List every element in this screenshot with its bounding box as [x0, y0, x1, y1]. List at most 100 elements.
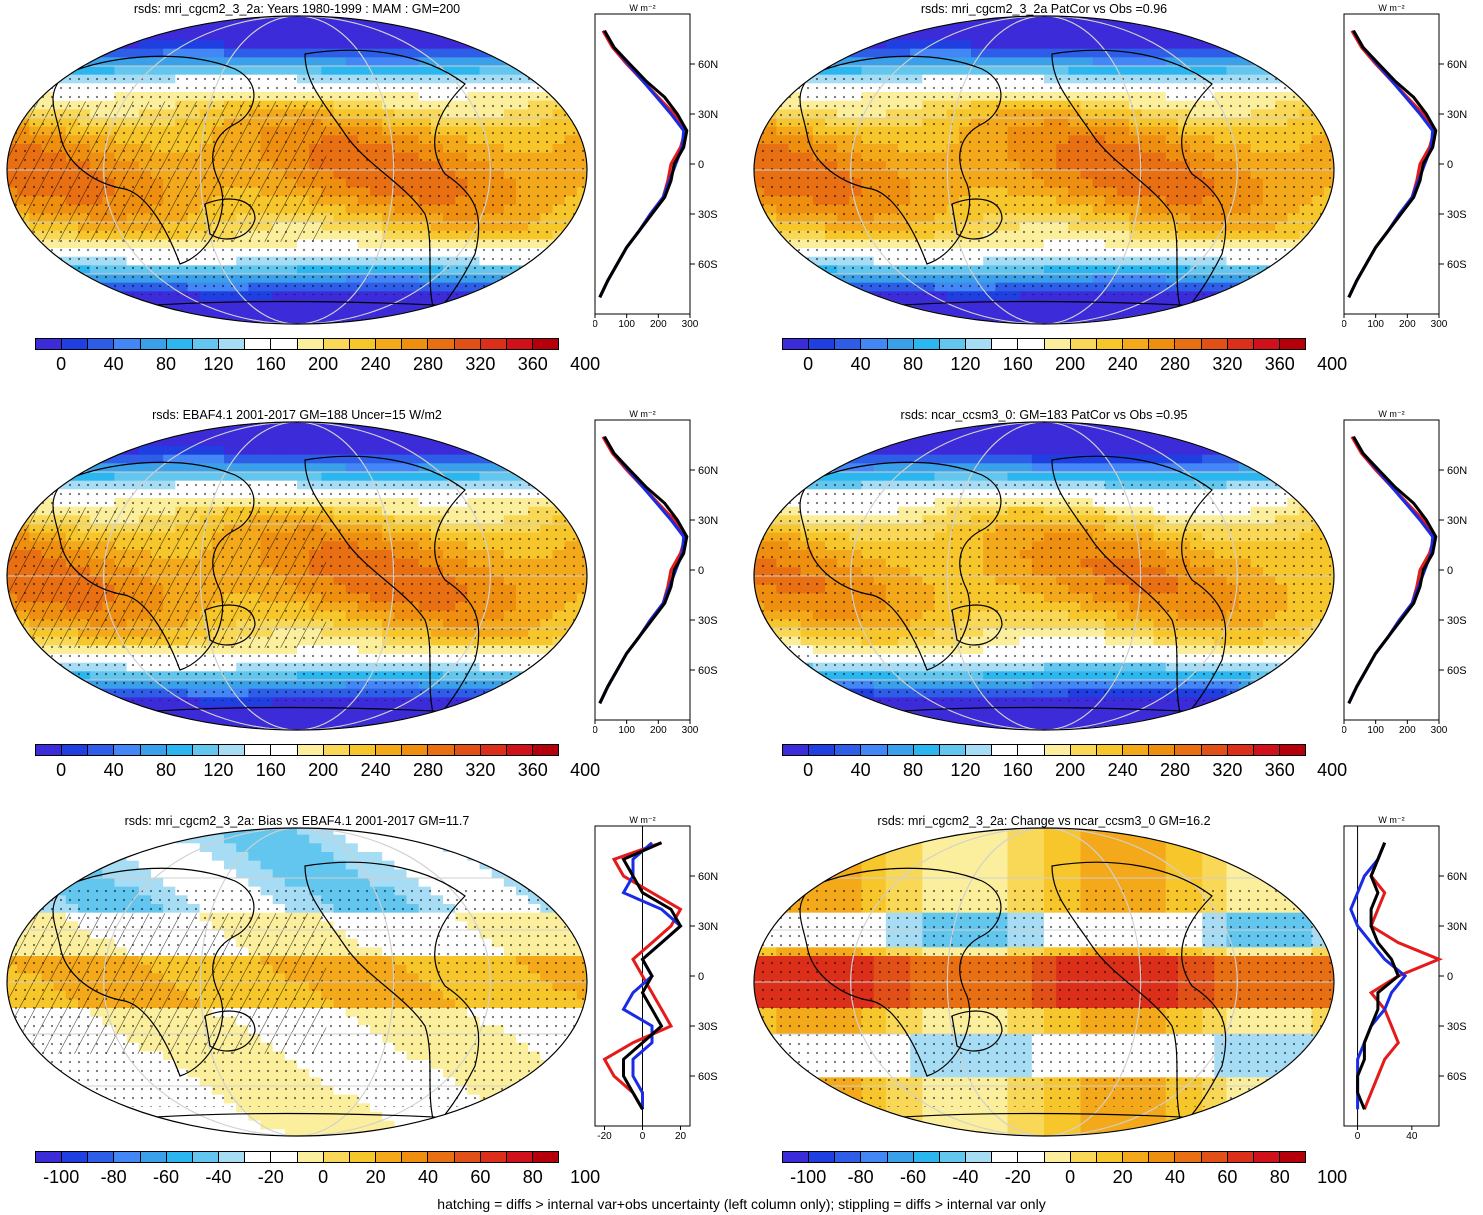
colorbar-swatch	[1201, 745, 1228, 755]
colorbar-swatch	[1044, 339, 1071, 349]
colorbar	[782, 338, 1306, 350]
colorbar-tick-label: 0	[1065, 1167, 1076, 1187]
lat-tick-label: 60S	[698, 259, 718, 271]
colorbar-swatch	[1070, 339, 1097, 349]
lat-tick-label: 60N	[1447, 59, 1467, 71]
lat-tick-label: 60N	[698, 59, 718, 71]
zonal-profile: W m⁻² 60N 30N 0 30S 60S 0 100 200 300	[1342, 409, 1467, 733]
profile-x-tick-label: 0	[640, 1131, 646, 1139]
colorbar-swatch	[887, 1152, 914, 1162]
colorbar-swatch	[349, 339, 377, 349]
map-clim	[6, 15, 588, 325]
lat-tick-label: 30N	[698, 921, 718, 933]
profile-x-tick-label: 300	[682, 319, 699, 327]
colorbar-tick-label: 360	[517, 760, 548, 780]
colorbar-swatch	[835, 745, 862, 755]
colorbar-swatch	[192, 339, 220, 349]
lat-tick-label: 60S	[1447, 259, 1467, 271]
colorbar-swatch	[376, 745, 403, 755]
colorbar-swatch	[62, 1152, 89, 1162]
lat-tick-label: 30S	[1447, 209, 1467, 221]
map-title: rsds: mri_cgcm2_3_2a: Change vs ncar_ccs…	[877, 814, 1211, 828]
lat-tick-label: 30S	[1447, 615, 1467, 627]
colorbar-swatch	[1149, 339, 1176, 349]
colorbar-swatch	[297, 1152, 324, 1162]
colorbar-swatch	[323, 1152, 350, 1162]
colorbar-swatch	[506, 339, 533, 349]
colorbar-swatch	[36, 1152, 63, 1162]
colorbar-swatch	[966, 1152, 993, 1162]
colorbar-swatch	[36, 339, 63, 349]
colorbar-swatch	[532, 745, 559, 755]
map-title: rsds: mri_cgcm2_3_2a: Years 1980-1999 : …	[133, 2, 461, 16]
footnote: hatching = diffs > internal var+obs unce…	[437, 1196, 1046, 1212]
colorbar-swatch	[1227, 339, 1254, 349]
lat-tick-label: 60N	[1447, 871, 1467, 883]
lat-tick-label: 30N	[1447, 515, 1467, 527]
profile-x-tick-label: 0	[1355, 1131, 1361, 1139]
colorbar-swatch	[62, 745, 89, 755]
lat-tick-label: 0	[698, 565, 704, 577]
colorbar-swatch	[428, 1152, 455, 1162]
colorbar-tick-label: 60	[470, 1167, 491, 1187]
colorbar-tick-label: -60	[899, 1167, 927, 1187]
colorbar-swatch	[402, 339, 429, 349]
colorbar	[35, 744, 559, 756]
profile-x-tick-label: 200	[1399, 319, 1416, 327]
colorbar-tick-label: 200	[1055, 760, 1086, 780]
colorbar	[782, 1151, 1306, 1163]
lat-tick-label: 0	[1447, 565, 1453, 577]
lat-tick-label: 30N	[698, 515, 718, 527]
colorbar-swatch	[349, 745, 377, 755]
colorbar-swatch	[809, 745, 836, 755]
colorbar-tick-label: 280	[1159, 354, 1191, 374]
colorbar-swatch	[349, 1152, 377, 1162]
colorbar-swatch	[783, 745, 810, 755]
colorbar-swatch	[166, 339, 193, 349]
colorbar-swatch	[1123, 745, 1150, 755]
lat-tick-label: 60S	[698, 1071, 718, 1083]
colorbar-swatch	[1044, 1152, 1071, 1162]
colorbar-tick-label: 320	[1212, 760, 1243, 780]
colorbar-swatch	[992, 339, 1019, 349]
colorbar-swatch	[1123, 339, 1150, 349]
colorbar-tick-label: 280	[1159, 760, 1191, 780]
colorbar-swatch	[1018, 745, 1045, 755]
colorbar-tick-label: -20	[1004, 1167, 1031, 1187]
zonal-profile: W m⁻² 60N 30N 0 30S 60S 0 100 200 300	[593, 3, 718, 327]
colorbar-tick-label: 360	[517, 354, 548, 374]
colorbar-swatch	[323, 339, 350, 349]
colorbar-swatch	[1175, 745, 1202, 755]
colorbar-tick-label: -80	[100, 1167, 127, 1187]
colorbar-swatch	[532, 1152, 559, 1162]
colorbar-swatch	[1279, 745, 1306, 755]
colorbar-swatch	[428, 339, 455, 349]
colorbar-swatch	[913, 745, 940, 755]
colorbar-tick-label: 400	[570, 354, 601, 374]
colorbar-tick-label: 80	[1269, 1167, 1290, 1187]
colorbar-tick-label: 0	[56, 354, 67, 374]
colorbar-swatch	[783, 339, 810, 349]
map-clim	[6, 421, 588, 731]
colorbar-swatch	[1279, 1152, 1306, 1162]
colorbar-tick-label: 160	[1002, 354, 1033, 374]
colorbar-swatch	[402, 1152, 429, 1162]
colorbar-swatch	[1175, 1152, 1202, 1162]
profile-x-tick-label: 200	[650, 319, 667, 327]
profile-line-clim_obs	[1347, 435, 1436, 704]
colorbar-tick-label: -40	[952, 1167, 979, 1187]
lat-tick-label: 60S	[1447, 665, 1467, 677]
colorbar-tick-label: 200	[308, 760, 339, 780]
colorbar-swatch	[532, 339, 559, 349]
colorbar-swatch	[1279, 339, 1306, 349]
map-title: rsds: mri_cgcm2_3_2a PatCor vs Obs =0.96	[920, 2, 1168, 16]
profile-x-tick-label: 0	[1342, 319, 1347, 327]
colorbar-swatch	[939, 745, 967, 755]
profile-line-clim_model	[1347, 435, 1438, 704]
zonal-profile: W m⁻² 60N 30N 0 30S 60S 0 100 200 300	[593, 409, 718, 733]
lat-tick-label: 60N	[1447, 465, 1467, 477]
colorbar-swatch	[88, 1152, 115, 1162]
colorbar-swatch	[376, 1152, 403, 1162]
colorbar-swatch	[1253, 1152, 1280, 1162]
colorbar-tick-label: 160	[1002, 760, 1033, 780]
